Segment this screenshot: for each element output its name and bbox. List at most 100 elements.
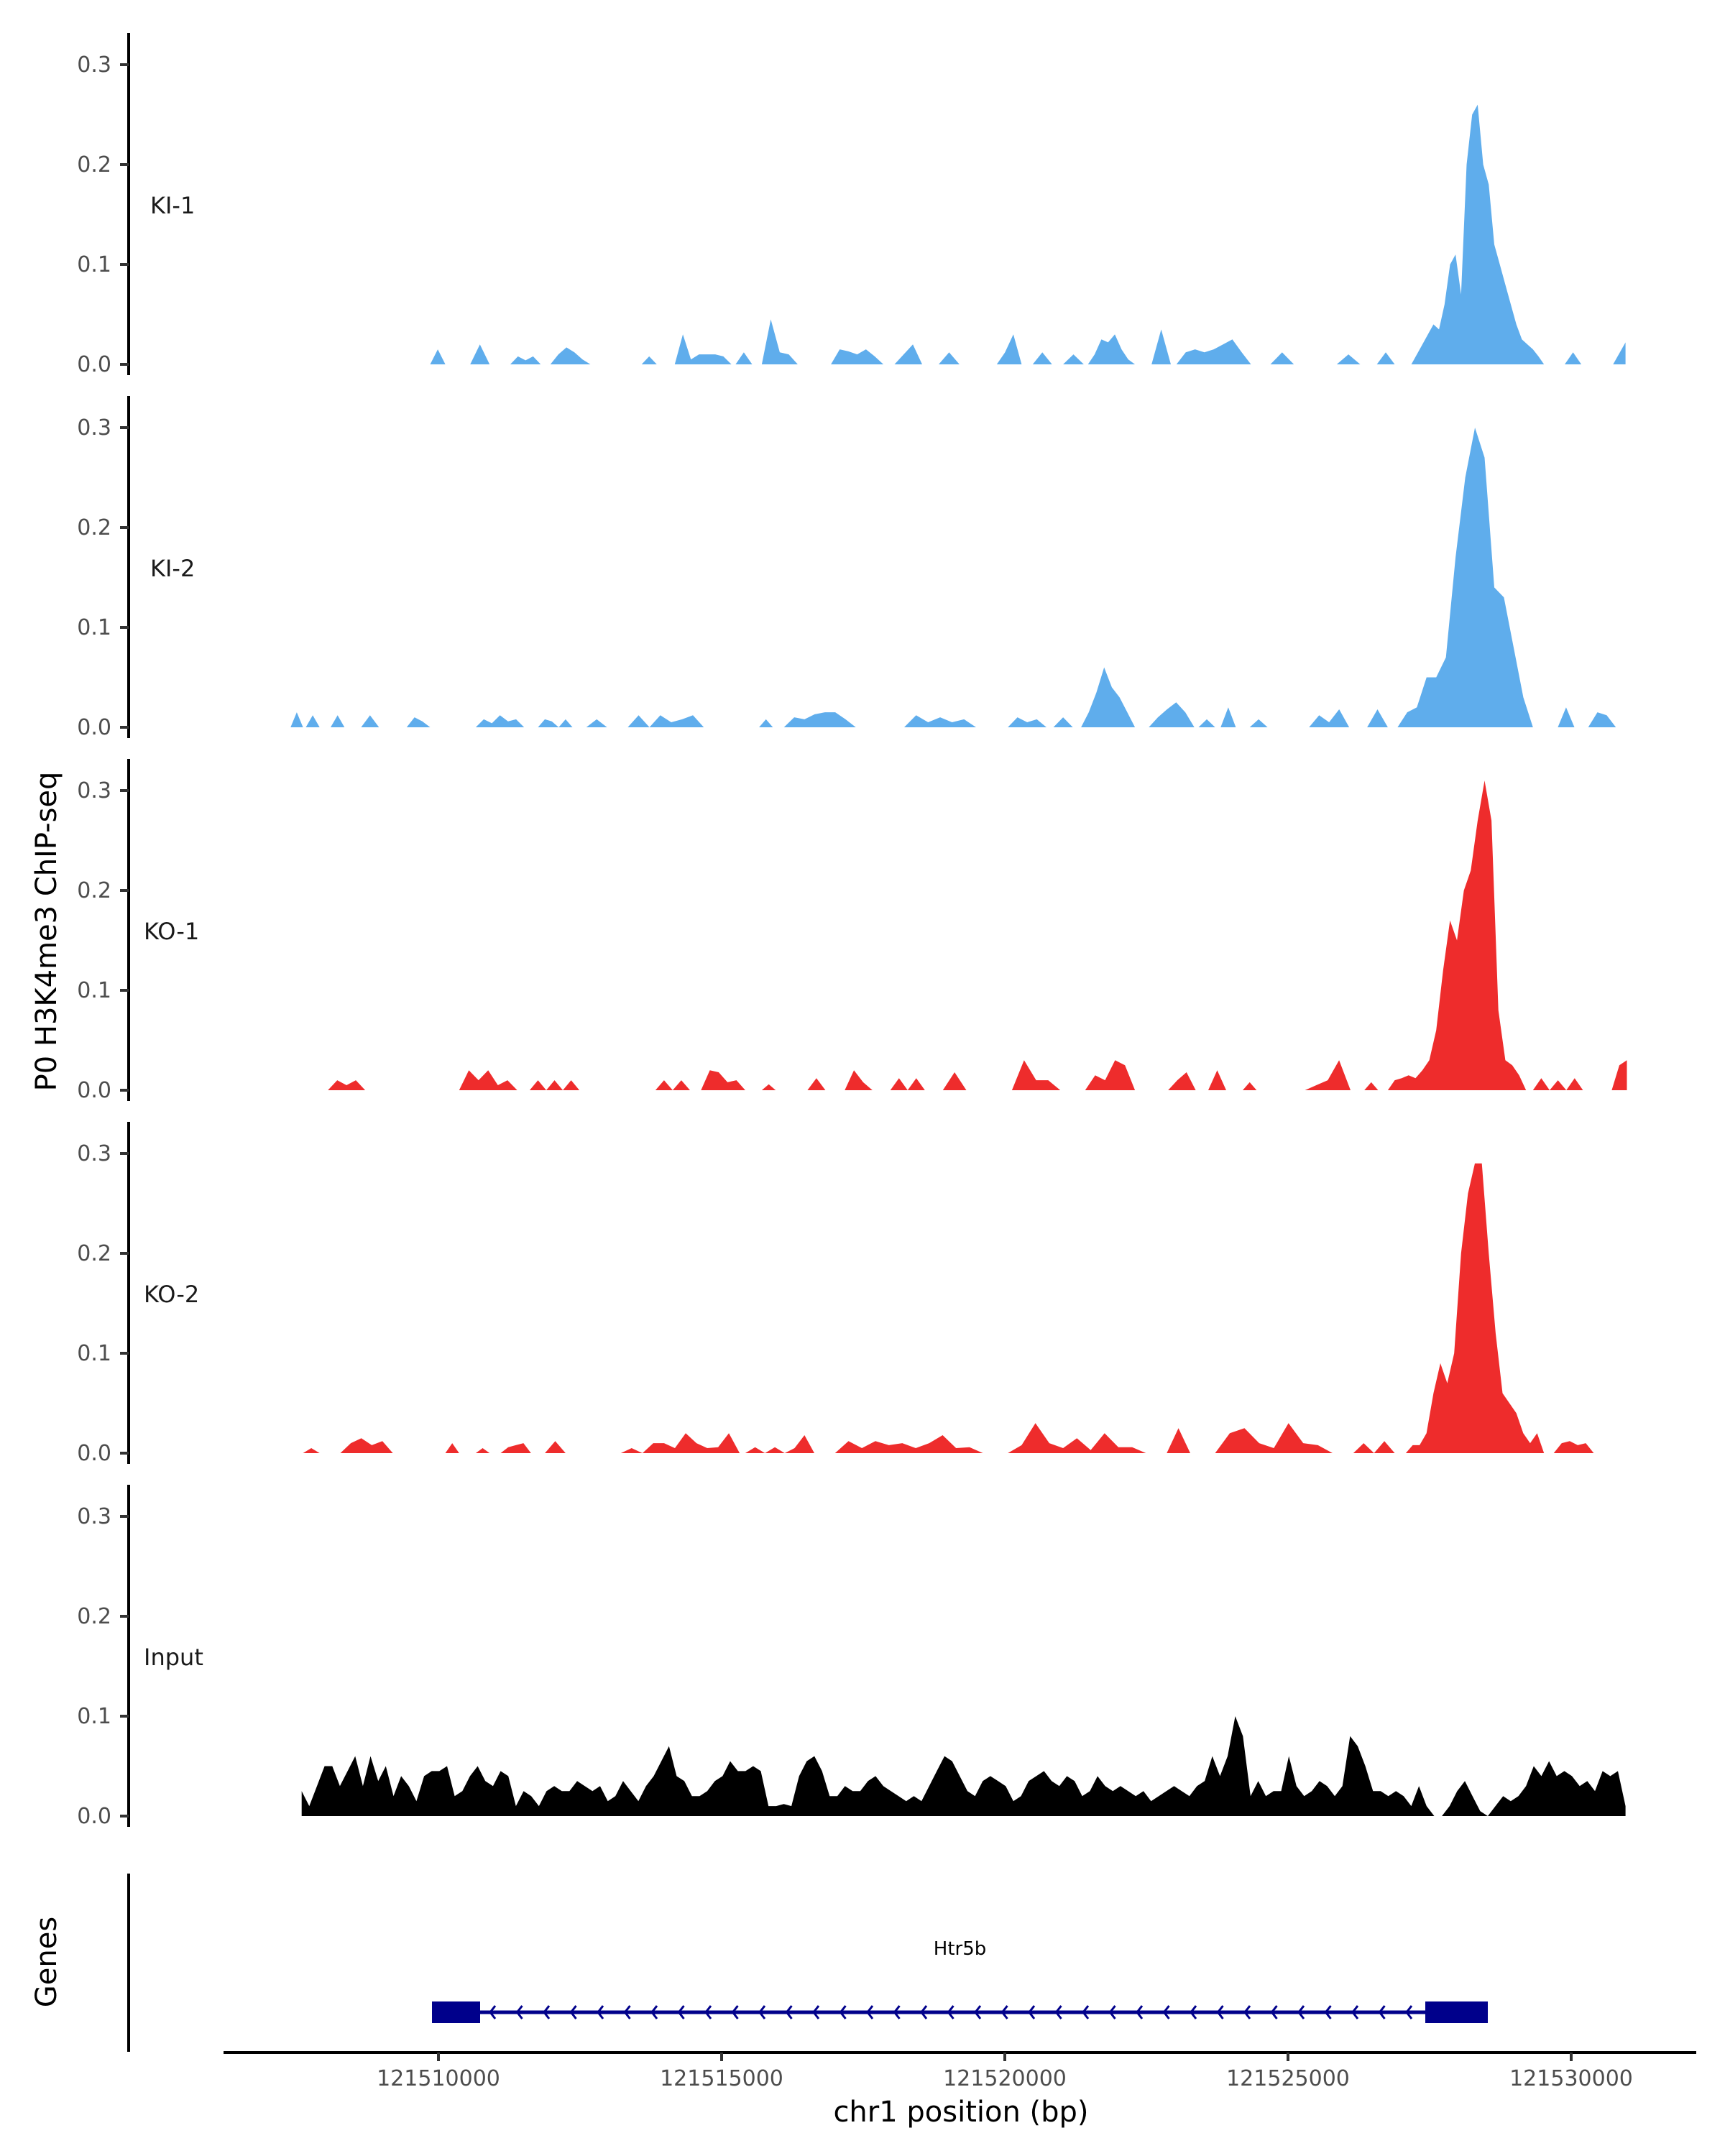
strand-arrow-icon: [1405, 2005, 1413, 2019]
strand-arrow-icon: [1351, 2005, 1359, 2019]
signal-area-ki-1: [1411, 104, 1545, 364]
signal-area-ki-2: [305, 715, 320, 727]
x-axis-title: chr1 position (bp): [833, 2096, 1088, 2129]
signal-area-ko-2: [1167, 1428, 1190, 1453]
signal-area-ki-1: [550, 347, 591, 364]
strand-arrow-icon: [785, 2005, 793, 2019]
signal-area-ko-1: [1611, 1060, 1627, 1090]
signal-area-ki-2: [1397, 428, 1533, 727]
signal-area-ko-2: [1405, 1163, 1545, 1453]
strand-arrow-icon: [1378, 2005, 1386, 2019]
signal-area-ki-2: [1220, 707, 1236, 727]
signal-area-ki-1: [1565, 352, 1582, 364]
gene-track-title: Genes: [30, 1917, 63, 2007]
signal-area-ki-2: [586, 719, 607, 727]
signal-area-ko-2: [445, 1443, 459, 1453]
signal-area-ko-2: [620, 1433, 740, 1453]
y-tick-label: 0.0: [77, 1441, 111, 1466]
strand-arrow-icon: [974, 2005, 982, 2019]
y-tick-label: 0.3: [77, 1141, 111, 1166]
signal-area-ko-1: [1387, 780, 1527, 1090]
signal-area-ko-2: [340, 1438, 393, 1453]
strand-arrow-icon: [1270, 2005, 1278, 2019]
signal-area-ko-1: [529, 1080, 580, 1090]
signal-area-ko-2: [834, 1435, 983, 1453]
y-tick-label: 0.3: [77, 52, 111, 78]
signal-area-ko-1: [1305, 1060, 1351, 1090]
signal-area-ki-1: [831, 349, 884, 364]
signal-area-ki-2: [538, 719, 573, 727]
signal-area-ko-1: [1243, 1082, 1257, 1090]
strand-arrow-icon: [947, 2005, 954, 2019]
strand-arrow-icon: [731, 2005, 739, 2019]
track-ki-1: 0.0 0.1 0.2 0.3 KI-1: [77, 33, 1626, 377]
gene-label: Htr5b: [934, 1938, 986, 1960]
x-tick-label: 121515000: [660, 2066, 783, 2091]
x-axis: 121510000 121515000 121520000 121525000 1215…: [224, 2051, 1696, 2129]
strand-arrow-icon: [1082, 2005, 1090, 2019]
signal-area-ko-1: [890, 1078, 925, 1090]
signal-area-ki-2: [1309, 709, 1350, 727]
signal-area-ko-2: [1553, 1441, 1594, 1453]
gene-track: Genes Htr5b: [30, 1874, 1489, 2052]
strand-arrow-icon: [1324, 2005, 1332, 2019]
signal-area-ko-2: [1008, 1423, 1146, 1453]
y-tick-label: 0.2: [77, 152, 111, 178]
y-tick-label: 0.2: [77, 515, 111, 540]
signal-area-ki-2: [1149, 702, 1195, 727]
strand-arrow-icon: [1028, 2005, 1036, 2019]
track-ko-1: 0.0 0.1 0.2 0.3 KO-1: [77, 759, 1627, 1103]
signal-area-ki-2: [783, 712, 856, 727]
signal-area-ki-2: [1008, 717, 1046, 727]
signal-area-ki-1: [1336, 354, 1361, 364]
y-tick-label: 0.3: [77, 415, 111, 441]
y-tick-label: 0.2: [77, 1241, 111, 1266]
signal-area-ko-1: [328, 1080, 366, 1090]
signal-area-ki-2: [1249, 719, 1268, 727]
strand-arrow-icon: [1000, 2005, 1008, 2019]
signal-area-ko-1: [655, 1080, 690, 1090]
signal-area-ki-1: [430, 349, 446, 364]
signal-area-ki-2: [361, 715, 380, 727]
signal-area-ki-2: [1081, 667, 1136, 727]
signal-area-ki-1: [1270, 352, 1294, 364]
signal-area-ki-1: [761, 319, 798, 364]
strand-arrow-icon: [1243, 2005, 1251, 2019]
signal-area-ki-2: [1588, 712, 1616, 727]
strand-arrow-icon: [866, 2005, 874, 2019]
signal-area-ki-1: [1151, 329, 1171, 364]
strand-arrow-icon: [597, 2005, 604, 2019]
signal-area-ko-2: [545, 1441, 566, 1453]
gene-htr5b: Htr5b: [432, 1938, 1489, 2023]
strand-arrow-icon: [1108, 2005, 1116, 2019]
y-axis-title: P0 H3K4me3 ChIP-seq: [30, 772, 63, 1092]
signal-area-ki-1: [894, 344, 922, 364]
track-label: KI-2: [150, 555, 195, 582]
strand-arrow-icon: [623, 2005, 631, 2019]
strand-arrow-icon: [515, 2005, 523, 2019]
y-tick-label: 0.2: [77, 878, 111, 903]
signal-area-ko-1: [1364, 1082, 1379, 1090]
signal-area-ki-1: [1176, 339, 1251, 364]
y-tick-label: 0.1: [77, 615, 111, 640]
strand-arrow-icon: [758, 2005, 766, 2019]
signal-area-ki-2: [759, 719, 773, 727]
strand-arrow-icon: [569, 2005, 577, 2019]
signal-area-ki-2: [1367, 709, 1388, 727]
strand-arrow-icon: [1162, 2005, 1170, 2019]
signal-area-ko-2: [500, 1443, 531, 1453]
signal-area-ki-2: [904, 715, 976, 727]
signal-area-ki-1: [939, 352, 960, 364]
signal-area-ko-1: [701, 1070, 745, 1090]
signal-area-ki-2: [627, 715, 704, 727]
strand-arrow-icon: [1136, 2005, 1144, 2019]
track-label: KO-2: [144, 1281, 199, 1308]
strand-arrow-icon: [1054, 2005, 1062, 2019]
signal-area-ko-2: [1353, 1441, 1395, 1453]
y-tick-label: 0.0: [77, 715, 111, 740]
signal-area-ki-2: [1198, 719, 1215, 727]
signal-area-ki-1: [1063, 354, 1084, 364]
gene-exon: [432, 2001, 480, 2023]
strand-arrow-icon: [677, 2005, 685, 2019]
